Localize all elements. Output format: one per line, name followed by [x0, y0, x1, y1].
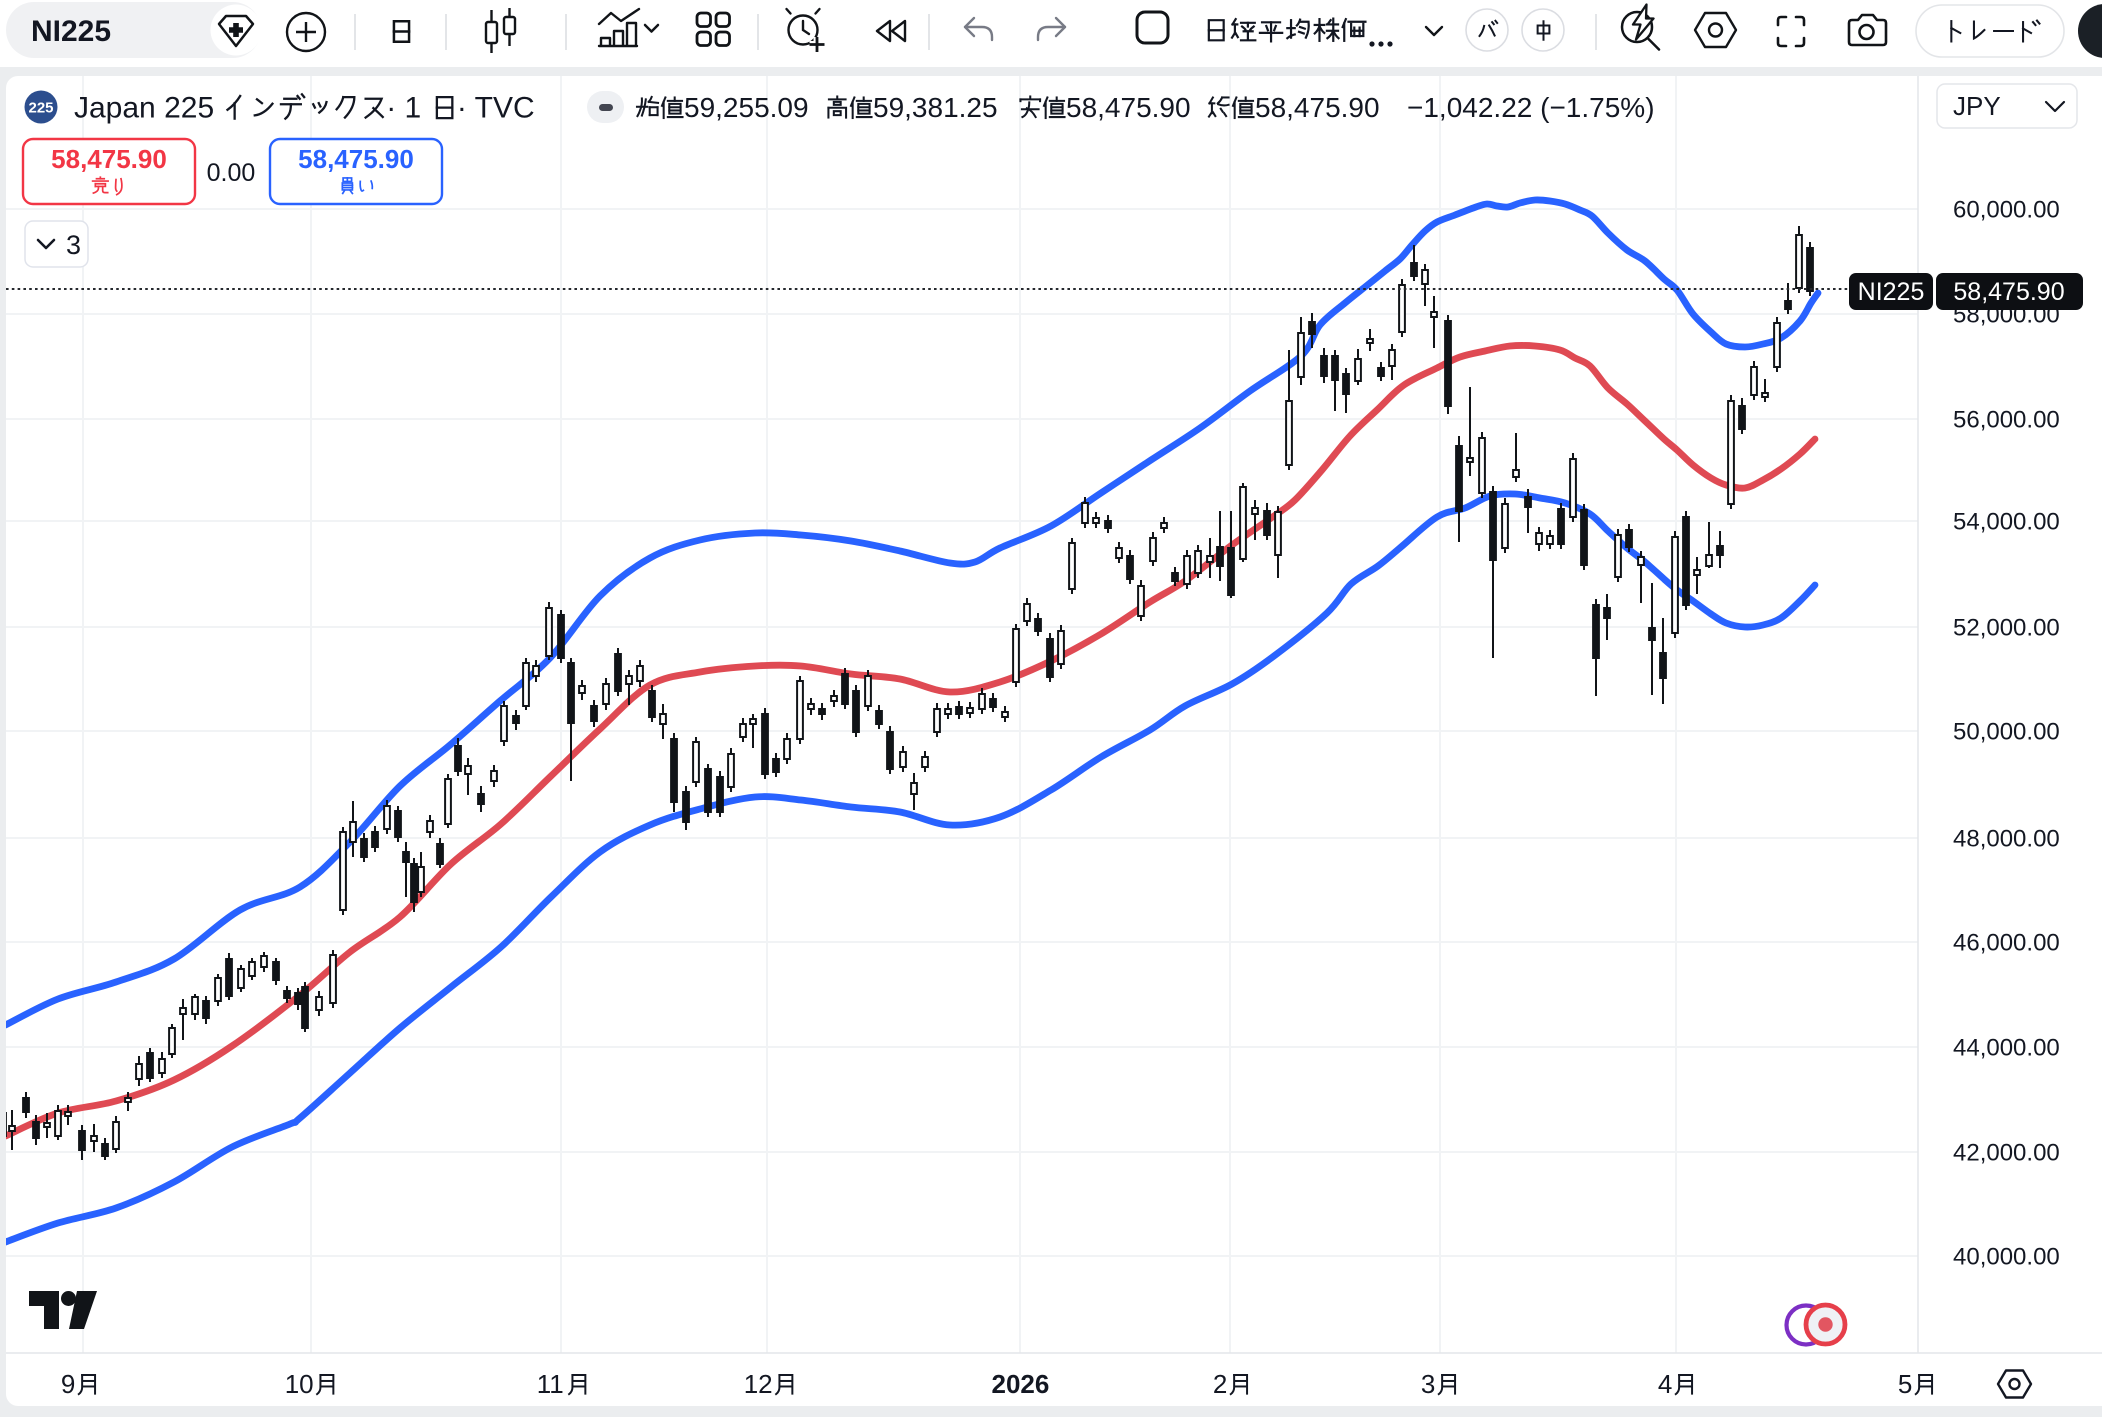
svg-text:40,000.00: 40,000.00	[1953, 1244, 2060, 1271]
svg-text:46,000.00: 46,000.00	[1953, 930, 2060, 957]
svg-text:2026: 2026	[992, 1369, 1050, 1399]
svg-text:60,000.00: 60,000.00	[1953, 197, 2060, 224]
svg-text:· 1: · 1	[386, 92, 421, 125]
svg-text:56,000.00: 56,000.00	[1953, 407, 2060, 434]
svg-text:10: 10	[285, 1369, 314, 1399]
svg-text:58,475.90: 58,475.90	[298, 144, 414, 174]
svg-text:−1,042.22 (−1.75%): −1,042.22 (−1.75%)	[1407, 92, 1655, 123]
svg-text:5: 5	[1898, 1369, 1912, 1399]
svg-text:0.00: 0.00	[207, 159, 256, 187]
svg-text:50,000.00: 50,000.00	[1953, 719, 2060, 746]
svg-text:4: 4	[1658, 1369, 1672, 1399]
svg-text:42,000.00: 42,000.00	[1953, 1140, 2060, 1167]
svg-text:JPY: JPY	[1953, 91, 2001, 121]
svg-text:3: 3	[66, 230, 81, 260]
svg-text:3: 3	[1421, 1369, 1435, 1399]
svg-text:52,000.00: 52,000.00	[1953, 615, 2060, 642]
svg-text:11: 11	[537, 1369, 564, 1399]
svg-text:59,255.09: 59,255.09	[684, 92, 809, 123]
svg-text:· TVC: · TVC	[457, 92, 535, 125]
svg-text:58,475.90: 58,475.90	[1255, 92, 1380, 123]
svg-text:12: 12	[744, 1369, 773, 1399]
svg-text:Japan 225: Japan 225	[74, 92, 214, 125]
svg-text:NI225: NI225	[31, 15, 111, 48]
svg-text:48,000.00: 48,000.00	[1953, 826, 2060, 853]
svg-text:44,000.00: 44,000.00	[1953, 1035, 2060, 1062]
svg-text:225: 225	[28, 100, 53, 117]
svg-text:9: 9	[61, 1369, 75, 1399]
svg-text:54,000.00: 54,000.00	[1953, 509, 2060, 536]
svg-text:58,475.90: 58,475.90	[1066, 92, 1191, 123]
svg-text:2: 2	[1213, 1369, 1227, 1399]
svg-text:58,475.90: 58,475.90	[51, 144, 167, 174]
svg-text:58,475.90: 58,475.90	[1953, 278, 2064, 306]
svg-text:59,381.25: 59,381.25	[873, 92, 998, 123]
svg-text:NI225: NI225	[1858, 278, 1925, 306]
